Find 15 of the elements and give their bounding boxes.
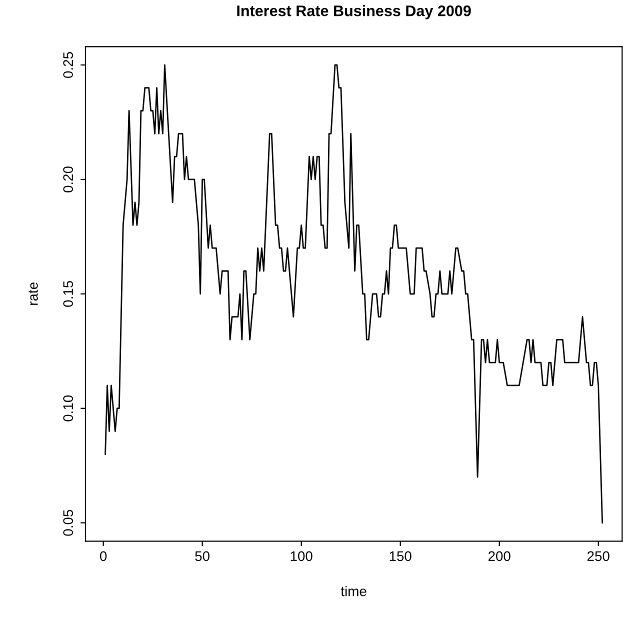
y-tick-label: 0.20 bbox=[63, 166, 74, 192]
x-axis-title: time bbox=[340, 586, 366, 596]
y-tick-label: 0.05 bbox=[63, 510, 74, 536]
x-tick-label: 50 bbox=[195, 551, 210, 562]
y-tick-label: 0.15 bbox=[63, 280, 74, 307]
x-tick-label: 150 bbox=[390, 551, 412, 562]
line-series bbox=[104, 64, 604, 524]
x-tick-label: 100 bbox=[290, 551, 312, 562]
y-axis-title: rate bbox=[28, 282, 38, 305]
x-tick-label: 0 bbox=[100, 551, 107, 562]
chart-title: Interest Rate Business Day 2009 bbox=[237, 5, 471, 20]
x-tick-label: 250 bbox=[587, 551, 610, 562]
y-tick-label: 0.10 bbox=[63, 395, 74, 422]
x-tick-label: 200 bbox=[488, 551, 510, 562]
y-tick-label: 0.25 bbox=[63, 52, 74, 78]
